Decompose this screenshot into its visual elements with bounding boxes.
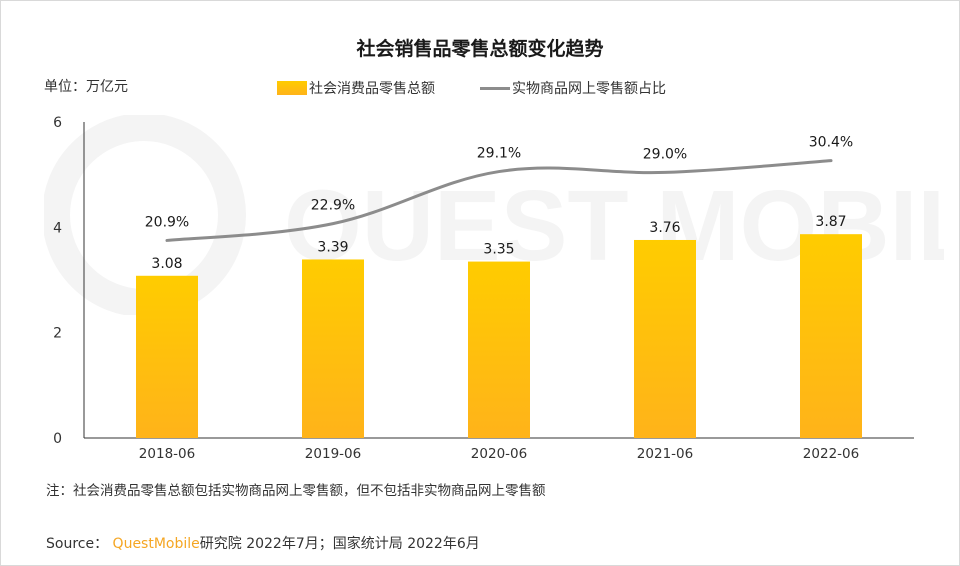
bar-2018-06: [136, 275, 198, 438]
source-rest: 研究院 2022年7月；国家统计局 2022年6月: [199, 536, 480, 552]
chart-title: 社会销售品零售总额变化趋势: [356, 38, 604, 60]
x-tick-label: 2022-06: [803, 446, 859, 462]
line-value-label: 29.0%: [643, 146, 687, 162]
chart-note: 注：社会消费品零售总额包括实物商品网上零售额，但不包括非实物商品网上零售额: [46, 483, 546, 499]
x-tick-label: 2018-06: [139, 446, 195, 462]
legend-item-line: 实物商品网上零售额占比: [480, 78, 666, 98]
bar-value-label: 3.35: [483, 242, 514, 258]
bar-value-label: 3.76: [649, 220, 680, 236]
bar-2020-06: [468, 261, 530, 438]
x-tick-label: 2019-06: [305, 446, 361, 462]
line-value-label: 22.9%: [311, 198, 355, 214]
bar-2021-06: [634, 239, 696, 438]
legend-line-swatch: [480, 86, 510, 90]
line-series: [165, 159, 833, 242]
legend-bar-swatch: [277, 81, 307, 95]
source-prefix: Source：: [46, 536, 109, 552]
y-tick-label: 6: [53, 115, 62, 131]
bar-value-label: 3.08: [151, 256, 182, 272]
y-tick-label: 0: [53, 431, 62, 447]
line-value-label: 30.4%: [809, 135, 853, 151]
y-tick-label: 4: [53, 220, 62, 236]
x-tick-label: 2021-06: [637, 446, 693, 462]
line-value-label: 29.1%: [477, 146, 521, 162]
legend-item-bar: 社会消费品零售总额: [277, 78, 435, 98]
y-tick-label: 2: [53, 326, 62, 342]
legend-bar-label: 社会消费品零售总额: [309, 81, 435, 97]
x-tick-label: 2020-06: [471, 446, 527, 462]
line-value-label: 20.9%: [145, 214, 189, 230]
bar-2022-06: [800, 234, 862, 438]
bar-value-label: 3.87: [815, 214, 846, 230]
bar-2019-06: [302, 259, 364, 438]
bar-value-label: 3.39: [317, 239, 348, 255]
source-line: Source： QuestMobile研究院 2022年7月；国家统计局 202…: [46, 533, 480, 553]
source-brand: QuestMobile: [112, 536, 200, 552]
legend-line-label: 实物商品网上零售额占比: [512, 81, 666, 97]
unit-label: 单位：万亿元: [44, 79, 128, 95]
